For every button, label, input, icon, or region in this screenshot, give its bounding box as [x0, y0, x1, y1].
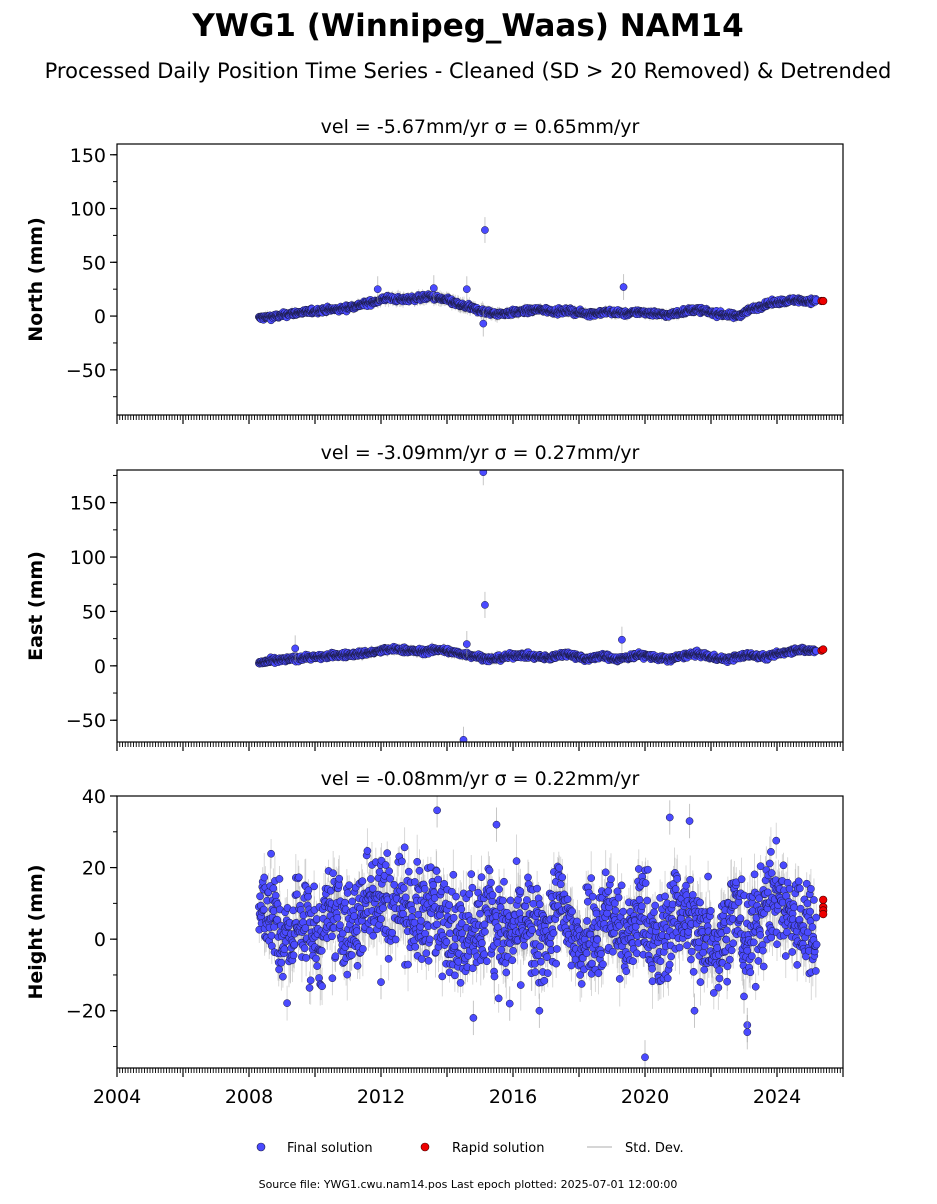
- final-outlier-point: [480, 320, 487, 327]
- y-tick-label: 0: [94, 306, 106, 328]
- plot-area: [255, 459, 827, 753]
- north-panel: vel = -5.67mm/yr σ = 0.65mm/yr North (mm)…: [25, 116, 843, 424]
- final-solution-series: [255, 291, 820, 324]
- panel-title: vel = -3.09mm/yr σ = 0.27mm/yr: [321, 442, 640, 464]
- y-tick-label: 100: [70, 199, 106, 221]
- chart-title: YWG1 (Winnipeg_Waas) NAM14: [191, 8, 743, 44]
- final-outlier-point: [463, 286, 470, 293]
- y-tick-label: 150: [70, 145, 106, 167]
- panel-title: vel = -5.67mm/yr σ = 0.65mm/yr: [321, 116, 640, 138]
- y-axis-label: East (mm): [25, 551, 47, 661]
- final-outlier-point: [374, 286, 381, 293]
- y-tick-label: −50: [66, 360, 106, 382]
- final-outlier-point: [481, 226, 488, 233]
- y-tick-label: 50: [82, 252, 106, 274]
- final-solution-series: [255, 643, 820, 667]
- plot-frame: [117, 144, 843, 415]
- y-axis-label: North (mm): [25, 217, 47, 342]
- final-outlier-point: [430, 285, 437, 292]
- final-outlier-point: [620, 283, 627, 290]
- rapid-point: [819, 297, 827, 305]
- plot-area: [255, 217, 827, 336]
- chart-subtitle: Processed Daily Position Time Series - C…: [45, 59, 892, 83]
